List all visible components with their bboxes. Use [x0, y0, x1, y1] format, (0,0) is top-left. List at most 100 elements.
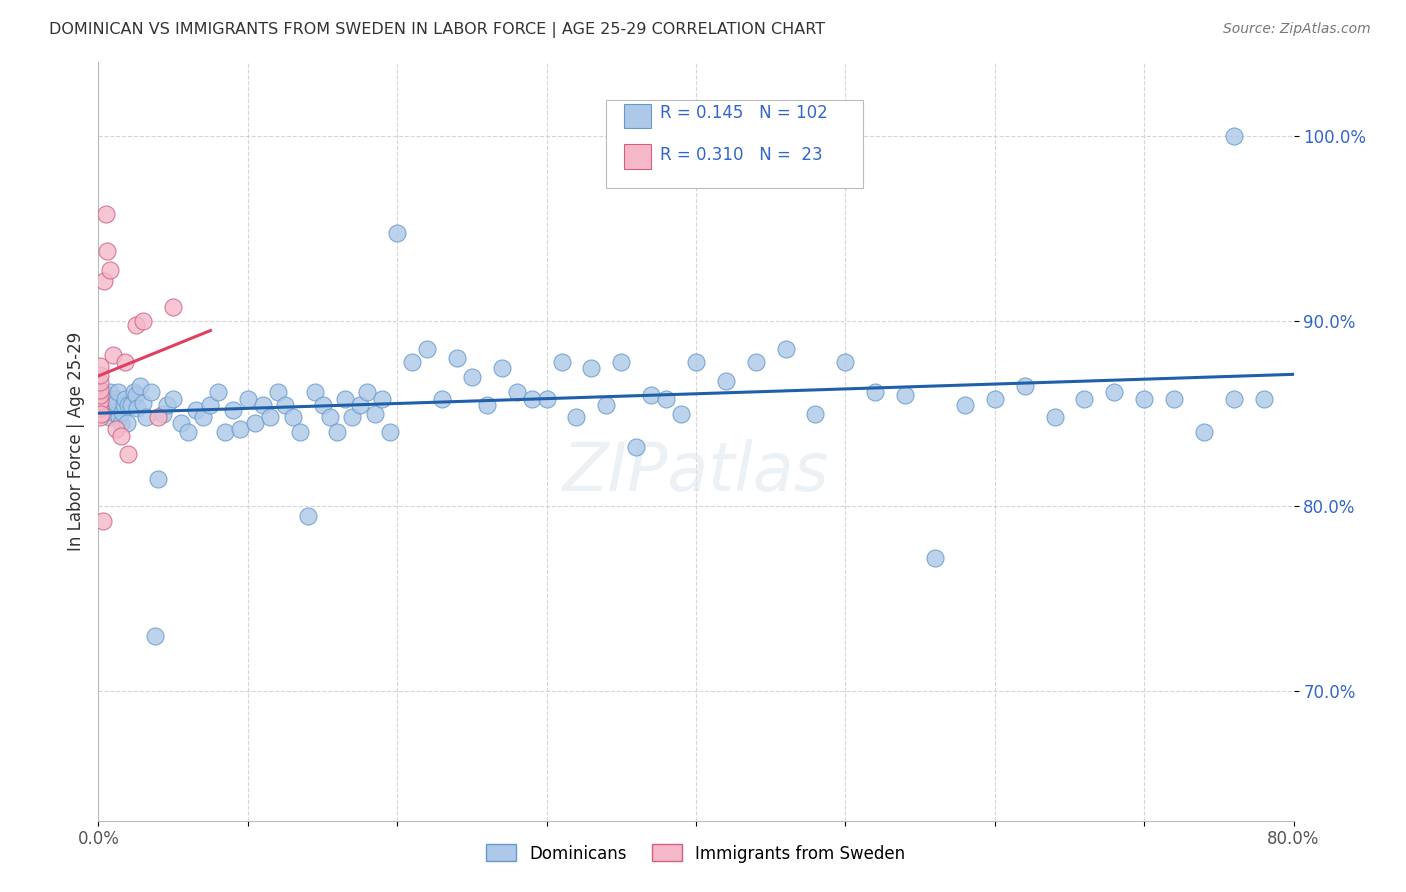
- Point: [89, 359, 111, 373]
- Point: [107, 384, 129, 399]
- Point: [91, 384, 114, 399]
- Point: [98, 384, 122, 399]
- Text: ZIPatlas: ZIPatlas: [562, 439, 830, 505]
- Point: [101, 400, 124, 414]
- Point: [804, 407, 827, 421]
- Text: Source: ZipAtlas.com: Source: ZipAtlas.com: [1223, 22, 1371, 37]
- Point: [112, 398, 135, 412]
- Point: [685, 355, 707, 369]
- Point: [430, 392, 453, 406]
- Point: [378, 425, 401, 440]
- Point: [581, 360, 603, 375]
- Text: R = 0.310   N =  23: R = 0.310 N = 23: [661, 146, 823, 164]
- Point: [274, 398, 297, 412]
- Point: [259, 410, 281, 425]
- Point: [105, 421, 128, 435]
- Point: [610, 355, 633, 369]
- Point: [103, 405, 125, 419]
- Point: [89, 383, 111, 397]
- Point: [953, 398, 976, 412]
- Point: [1223, 129, 1246, 144]
- Point: [139, 384, 162, 399]
- Point: [125, 318, 148, 332]
- Point: [93, 274, 115, 288]
- Point: [105, 395, 128, 409]
- Point: [520, 392, 543, 406]
- Point: [1223, 392, 1246, 406]
- Point: [91, 514, 114, 528]
- Point: [148, 471, 170, 485]
- Point: [108, 410, 131, 425]
- Point: [245, 416, 267, 430]
- Point: [117, 448, 139, 462]
- Point: [124, 384, 146, 399]
- Point: [319, 410, 342, 425]
- Point: [267, 384, 290, 399]
- Point: [655, 392, 678, 406]
- Point: [177, 425, 200, 440]
- FancyBboxPatch shape: [606, 101, 863, 187]
- Point: [90, 407, 112, 421]
- Point: [90, 393, 112, 408]
- Point: [94, 392, 117, 406]
- Point: [104, 392, 127, 406]
- Point: [236, 392, 259, 406]
- Point: [120, 398, 142, 412]
- Point: [222, 403, 245, 417]
- Point: [162, 300, 184, 314]
- Point: [669, 407, 692, 421]
- Point: [127, 401, 149, 416]
- Point: [304, 384, 326, 399]
- Point: [865, 384, 887, 399]
- Point: [475, 398, 498, 412]
- Point: [536, 392, 558, 406]
- Point: [364, 407, 387, 421]
- Point: [565, 410, 588, 425]
- Point: [89, 368, 111, 382]
- Point: [89, 410, 111, 425]
- Point: [446, 351, 468, 366]
- Bar: [624, 104, 651, 128]
- Point: [416, 342, 439, 356]
- Point: [89, 376, 111, 390]
- Point: [129, 379, 152, 393]
- Point: [214, 425, 236, 440]
- Point: [506, 384, 529, 399]
- Point: [191, 410, 214, 425]
- Point: [595, 398, 617, 412]
- Point: [714, 374, 737, 388]
- Point: [252, 398, 274, 412]
- Point: [135, 410, 157, 425]
- Point: [326, 425, 349, 440]
- Point: [110, 429, 132, 443]
- Point: [115, 416, 138, 430]
- Text: R = 0.145   N = 102: R = 0.145 N = 102: [661, 104, 828, 122]
- Point: [132, 314, 155, 328]
- Point: [114, 392, 136, 406]
- Point: [156, 398, 179, 412]
- Point: [401, 355, 423, 369]
- Point: [200, 398, 222, 412]
- Point: [98, 262, 122, 277]
- Point: [894, 388, 917, 402]
- Point: [96, 398, 118, 412]
- Point: [103, 348, 125, 362]
- Point: [143, 629, 166, 643]
- Point: [169, 416, 191, 430]
- Point: [550, 355, 572, 369]
- Point: [834, 355, 856, 369]
- Point: [229, 421, 252, 435]
- Point: [297, 508, 319, 523]
- Point: [125, 388, 148, 402]
- Point: [132, 395, 155, 409]
- Y-axis label: In Labor Force | Age 25-29: In Labor Force | Age 25-29: [66, 332, 84, 551]
- Point: [97, 410, 120, 425]
- Point: [349, 398, 371, 412]
- Point: [94, 207, 117, 221]
- Point: [1043, 410, 1066, 425]
- Point: [333, 392, 356, 406]
- Point: [1073, 392, 1095, 406]
- Text: DOMINICAN VS IMMIGRANTS FROM SWEDEN IN LABOR FORCE | AGE 25-29 CORRELATION CHART: DOMINICAN VS IMMIGRANTS FROM SWEDEN IN L…: [49, 22, 825, 38]
- Point: [89, 388, 111, 402]
- Point: [626, 440, 648, 454]
